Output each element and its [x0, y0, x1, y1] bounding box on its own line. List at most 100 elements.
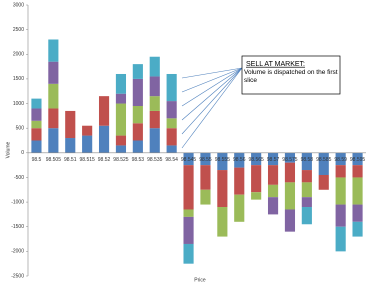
y-tick-label: -2000 [11, 249, 24, 255]
bar-segment [48, 39, 59, 62]
bar-segment [115, 93, 127, 104]
bar-segment [284, 209, 296, 232]
bar-segment [183, 165, 194, 210]
bar-segment [234, 167, 245, 195]
bar-segment [318, 152, 329, 175]
bar-segment [48, 108, 59, 129]
leader-line [181, 67, 243, 149]
bar-segment [217, 170, 228, 208]
y-tick-label: -2500 [11, 273, 24, 279]
x-tick-label: 98.56 [233, 157, 246, 163]
bar-segment [183, 216, 194, 244]
bar-segment [301, 207, 312, 225]
y-tick-label: -1500 [11, 224, 24, 230]
bar-segment [284, 182, 296, 210]
x-tick-label: 98.51 [64, 157, 77, 163]
y-tick-label: 2000 [13, 52, 24, 58]
bar-segment [82, 125, 93, 136]
annotation-body: Volume is dispatched on the first slice [244, 69, 338, 84]
y-tick-label: 0 [21, 150, 24, 156]
bar-segment [82, 135, 93, 153]
bar-segment [166, 73, 177, 102]
leader-line [181, 67, 243, 93]
bar-segment [132, 140, 143, 153]
x-tick-label: 98.57 [267, 157, 280, 163]
bar-segment [31, 108, 42, 121]
bar-segment [166, 118, 177, 129]
x-tick-label: 98.575 [282, 157, 298, 163]
bar-segment [335, 177, 346, 205]
bar-segment [267, 184, 279, 198]
x-tick-label: 98.515 [80, 157, 96, 163]
bar-segment [31, 120, 42, 129]
bar-segment [31, 140, 42, 153]
y-tick-label: -500 [14, 175, 24, 181]
x-tick-label: 98.535 [147, 157, 163, 163]
bar-segment [352, 177, 363, 205]
bar-segment [352, 152, 363, 166]
bar-segment [183, 152, 194, 166]
bar-segment [149, 128, 160, 153]
bar-segment [31, 98, 42, 109]
bar-segment [48, 61, 59, 84]
bar-segment [335, 165, 346, 178]
bar-segment [149, 96, 160, 111]
bar-segment [166, 145, 177, 153]
x-tick-label: 98.595 [350, 157, 366, 163]
bar-segment [132, 123, 143, 141]
y-tick-label: 2500 [13, 27, 24, 33]
bar-segment [251, 165, 262, 193]
bar-segment [115, 135, 127, 146]
x-axis-label: Price [194, 277, 206, 283]
bar-segment [98, 96, 110, 126]
bar-segment [115, 103, 127, 136]
x-tick-label: 98.5 [32, 157, 42, 163]
bar-segment [267, 165, 279, 185]
annotation-box [241, 55, 341, 95]
leader-line [181, 67, 243, 121]
bar-segment [166, 128, 177, 146]
y-axis-label: Volume [5, 141, 11, 158]
bar-segment [183, 243, 194, 264]
bar-segment [65, 110, 76, 139]
y-tick-label: 1500 [13, 76, 24, 82]
bar-segment [335, 226, 346, 252]
bar-segment [301, 182, 312, 198]
y-tick-label: -1000 [11, 199, 24, 205]
bar-segment [284, 162, 296, 183]
bar-segment [149, 110, 160, 129]
x-tick-label: 98.565 [249, 157, 265, 163]
bar-segment [301, 197, 312, 208]
x-tick-label: 98.52 [98, 157, 111, 163]
x-tick-label: 98.545 [181, 157, 197, 163]
x-tick-label: 98.53 [132, 157, 145, 163]
x-tick-label: 98.555 [215, 157, 231, 163]
bar-segment [301, 152, 312, 171]
bar-segment [318, 174, 329, 190]
x-tick-label: 98.54 [165, 157, 178, 163]
bar-segment [352, 221, 363, 237]
y-tick-label: 500 [16, 126, 25, 132]
bar-segment [31, 128, 42, 141]
bar-segment [183, 209, 194, 217]
bar-segment [335, 204, 346, 227]
x-tick-label: 98.505 [46, 157, 62, 163]
x-tick-label: 98.55 [199, 157, 212, 163]
leader-line [181, 67, 243, 107]
bar-segment [234, 194, 245, 222]
bar-segment [200, 189, 211, 205]
y-tick-label: 3000 [13, 2, 24, 8]
bar-segment [48, 128, 59, 153]
x-tick-label: 98.58 [301, 157, 314, 163]
bar-segment [115, 73, 127, 94]
x-tick-label: 98.525 [113, 157, 129, 163]
bar-segment [352, 204, 363, 222]
bar-segment [267, 152, 279, 166]
x-tick-label: 98.585 [316, 157, 332, 163]
bar-segment [267, 197, 279, 215]
leader-line [181, 67, 243, 135]
bar-segment [301, 170, 312, 183]
y-tick-label: 1000 [13, 101, 24, 107]
